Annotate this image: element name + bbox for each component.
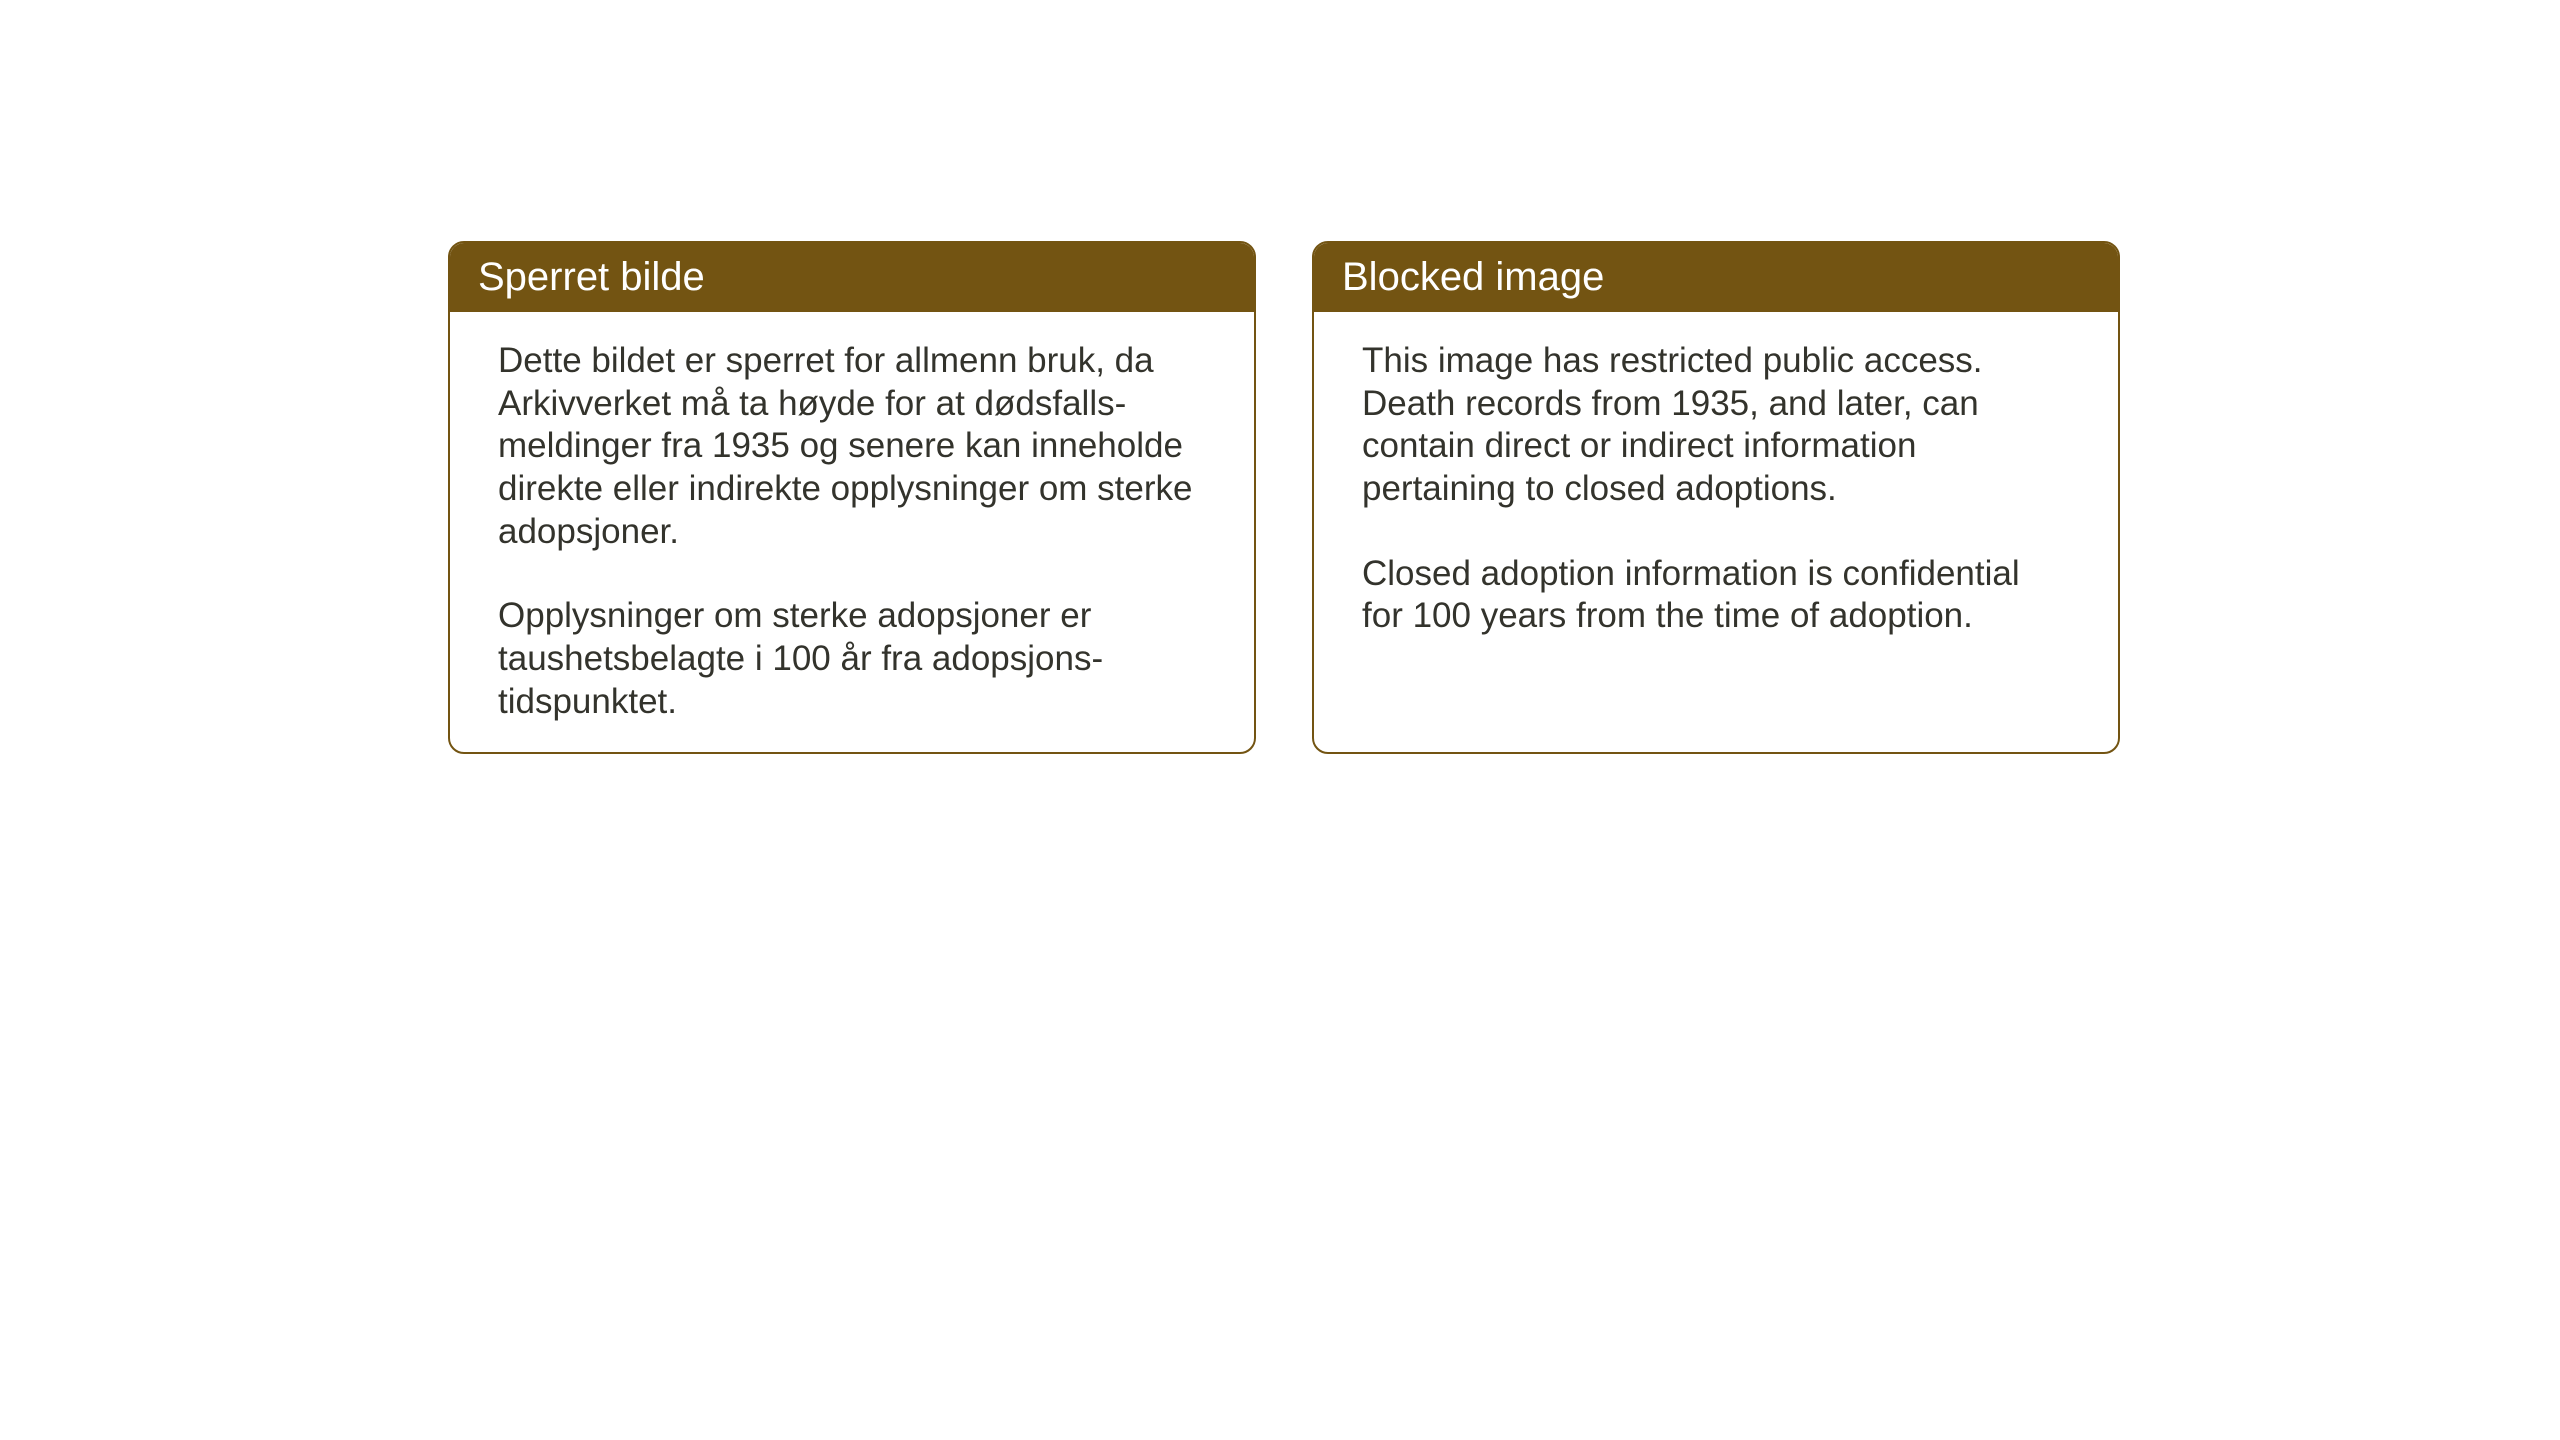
norwegian-notice-card: Sperret bilde Dette bildet er sperret fo…	[448, 241, 1256, 754]
norwegian-card-body: Dette bildet er sperret for allmenn bruk…	[450, 312, 1254, 754]
english-paragraph-1: This image has restricted public access.…	[1362, 340, 2070, 511]
norwegian-card-title: Sperret bilde	[450, 243, 1254, 312]
norwegian-paragraph-2: Opplysninger om sterke adopsjoner er tau…	[498, 595, 1206, 723]
english-notice-card: Blocked image This image has restricted …	[1312, 241, 2120, 754]
english-paragraph-2: Closed adoption information is confident…	[1362, 553, 2070, 638]
notice-cards-container: Sperret bilde Dette bildet er sperret fo…	[448, 241, 2120, 754]
norwegian-paragraph-1: Dette bildet er sperret for allmenn bruk…	[498, 340, 1206, 553]
english-card-title: Blocked image	[1314, 243, 2118, 312]
english-card-body: This image has restricted public access.…	[1314, 312, 2118, 682]
